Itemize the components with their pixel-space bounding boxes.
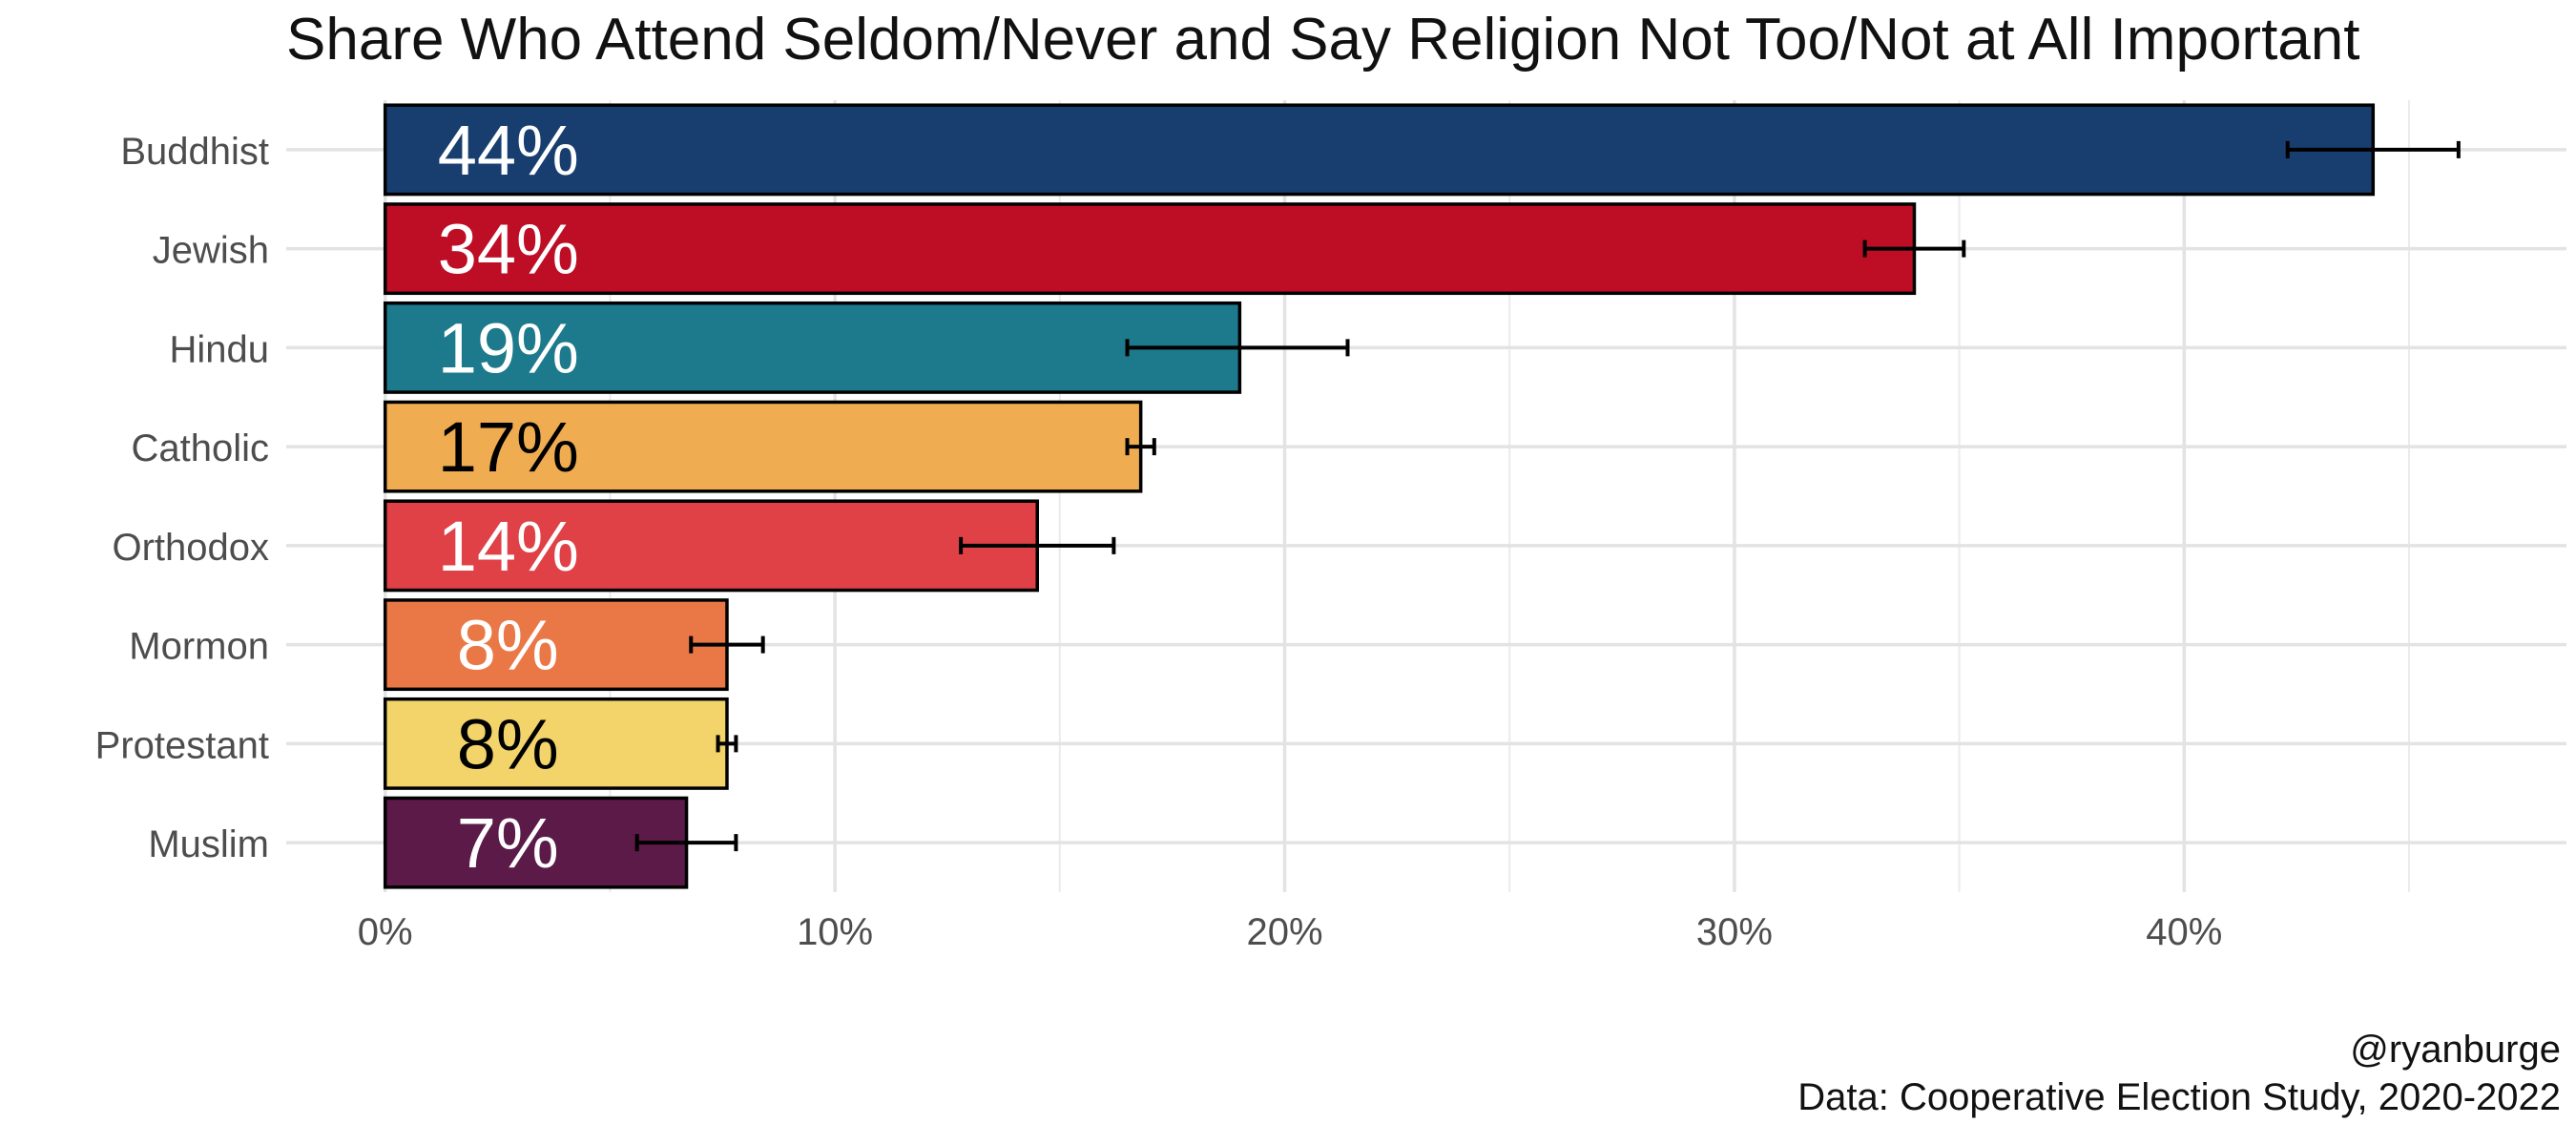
- x-tick-label: 30%: [1696, 911, 1773, 953]
- caption-handle: @ryanburge: [2350, 1029, 2561, 1071]
- caption-source: Data: Cooperative Election Study, 2020-2…: [1797, 1076, 2561, 1118]
- bar: [383, 598, 729, 692]
- category-label: Buddhist: [120, 131, 269, 173]
- value-label: 14%: [438, 507, 579, 586]
- value-label: 7%: [457, 803, 559, 883]
- category-label: Hindu: [169, 328, 269, 370]
- value-label: 44%: [438, 111, 579, 190]
- x-axis-labels: 0% 10% 20% 30% 40%: [358, 911, 2223, 953]
- category-label: Muslim: [148, 823, 269, 865]
- category-label: Protestant: [95, 724, 269, 766]
- bar: [383, 697, 729, 790]
- value-label: 8%: [457, 606, 559, 685]
- x-tick-label: 0%: [358, 911, 413, 953]
- chart-title: Share Who Attend Seldom/Never and Say Re…: [286, 7, 2360, 73]
- x-tick-label: 10%: [797, 911, 873, 953]
- value-label: 17%: [438, 407, 579, 487]
- bar: [383, 202, 1917, 296]
- bar: [383, 499, 1039, 593]
- x-tick-label: 20%: [1246, 911, 1322, 953]
- y-axis-labels: Buddhist Jewish Hindu Catholic Orthodox Mormo…: [95, 131, 269, 865]
- category-label: Mormon: [129, 626, 269, 668]
- x-tick-label: 40%: [2146, 911, 2222, 953]
- error-bars: [634, 140, 2461, 852]
- category-label: Jewish: [153, 230, 269, 272]
- value-labels: 44% 34% 19% 17% 14% 8% 8% 7%: [438, 111, 579, 883]
- value-label: 19%: [438, 308, 579, 387]
- value-label: 34%: [438, 210, 579, 289]
- bars: [383, 103, 2376, 889]
- category-label: Catholic: [131, 427, 269, 469]
- value-label: 8%: [457, 704, 559, 783]
- category-label: Orthodox: [112, 527, 269, 569]
- bar: [383, 103, 2376, 197]
